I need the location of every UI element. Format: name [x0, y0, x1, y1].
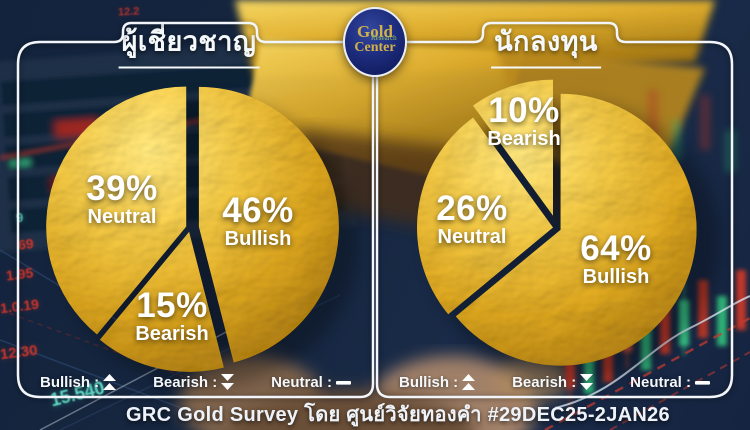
- logo-word-center: Center: [354, 40, 396, 55]
- pct-value: 46%: [222, 191, 294, 230]
- legend-investors: Bullish : Bearish : Neutral :: [377, 372, 732, 392]
- pct-name: Bearish: [487, 128, 561, 150]
- left-panel-border: [16, 21, 375, 399]
- pct-value: 39%: [86, 169, 158, 208]
- pie-experts: [46, 86, 339, 372]
- legend-experts: Bullish : Bearish : Neutral :: [18, 372, 373, 392]
- left-panel-title-text: ผู้เชี่ยวชาญ: [118, 20, 260, 69]
- pct-name: Neutral: [87, 206, 157, 228]
- legend-item-neutral: Neutral :: [271, 373, 351, 391]
- pct-name: Bullish: [224, 228, 292, 250]
- legend-label: Neutral :: [630, 373, 691, 391]
- logo-word-gold: Gold: [357, 22, 393, 41]
- label-experts-bearish: 15% Bearish: [135, 286, 209, 346]
- legend-item-bullish: Bullish :: [399, 373, 476, 391]
- legend-label: Bearish :: [153, 373, 218, 391]
- pie-slice-bullish: [198, 86, 339, 363]
- footer-caption: GRC Gold Survey โดย ศูนย์วิจัยทองคำ #29D…: [126, 404, 670, 426]
- label-investors-neutral: 26% Neutral: [436, 189, 508, 249]
- legend-label: Neutral :: [271, 373, 332, 391]
- legend-label: Bearish :: [512, 373, 577, 391]
- pie-slice-neutral: [46, 86, 187, 335]
- double-down-arrow-icon: [580, 374, 594, 390]
- pct-name: Bullish: [582, 266, 650, 288]
- left-panel-title: ผู้เชี่ยวชาญ: [118, 20, 260, 69]
- pie-slice-bearish: [473, 79, 553, 216]
- pct-value: 26%: [436, 189, 508, 228]
- label-experts-neutral: 39% Neutral: [86, 169, 158, 229]
- blurred-chart-upper-right: [648, 90, 735, 172]
- gold-research-center-logo: Gold Research Center: [343, 7, 407, 77]
- legend-item-bearish: Bearish :: [153, 373, 235, 391]
- double-up-arrow-icon: [462, 374, 476, 390]
- dash-icon: [336, 381, 351, 385]
- dash-icon: [695, 381, 710, 385]
- pie-slice-bullish: [455, 93, 697, 366]
- pie-investors: [417, 79, 697, 366]
- legend-label: Bullish :: [40, 373, 100, 391]
- legend-label: Bullish :: [399, 373, 459, 391]
- pct-name: Bearish: [135, 323, 209, 345]
- logo-word-research: Research: [371, 34, 397, 42]
- pie-slice-neutral: [417, 117, 553, 315]
- label-experts-bullish: 46% Bullish: [222, 191, 294, 251]
- right-panel-border: [375, 21, 734, 399]
- double-down-arrow-icon: [221, 374, 235, 390]
- double-up-arrow-icon: [103, 374, 117, 390]
- pct-value: 15%: [136, 286, 208, 325]
- label-investors-bullish: 64% Bullish: [580, 229, 652, 289]
- right-panel-title-text: นักลงทุน: [491, 20, 601, 69]
- pct-name: Neutral: [437, 226, 507, 248]
- legend-item-bullish: Bullish :: [40, 373, 117, 391]
- legend-item-bearish: Bearish :: [512, 373, 594, 391]
- pct-value: 10%: [488, 91, 560, 130]
- pie-slice-bearish: [99, 231, 224, 372]
- legend-item-neutral: Neutral :: [630, 373, 710, 391]
- pct-value: 64%: [580, 229, 652, 268]
- label-investors-bearish: 10% Bearish: [487, 91, 561, 151]
- right-panel-title: นักลงทุน: [491, 20, 601, 69]
